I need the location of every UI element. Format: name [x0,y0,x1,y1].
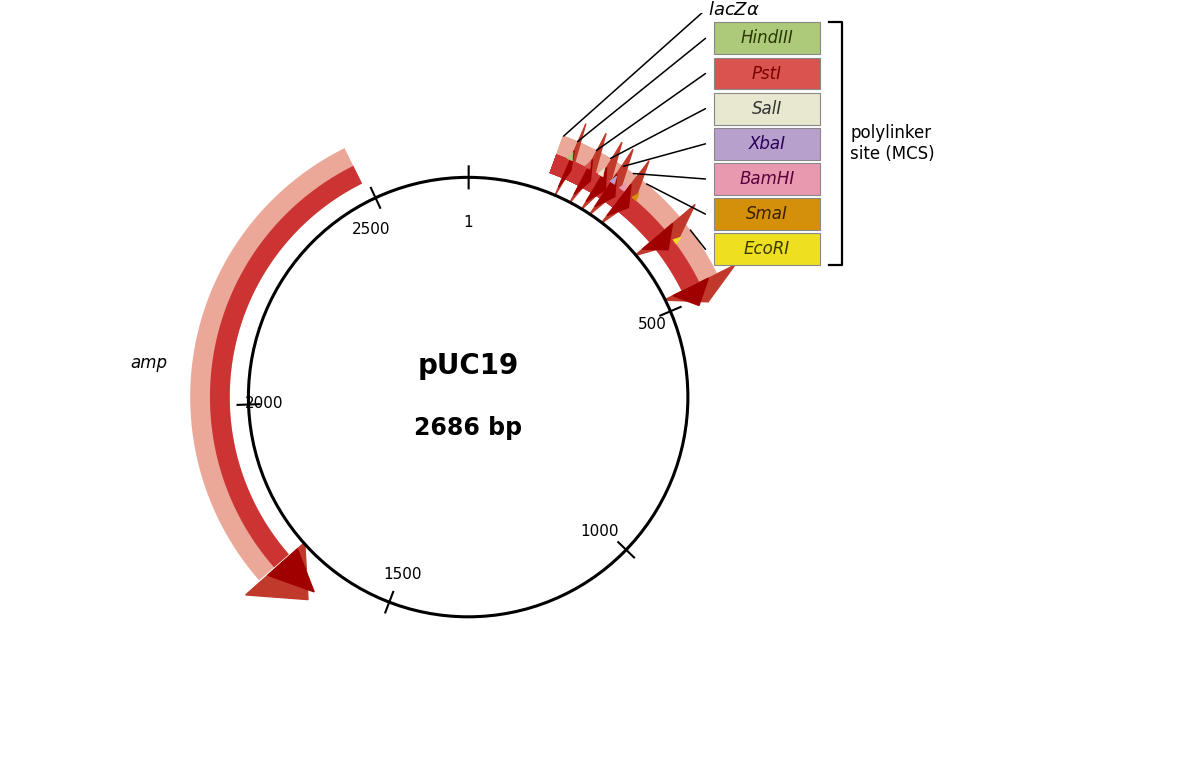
Polygon shape [550,135,622,198]
Polygon shape [595,174,616,207]
Polygon shape [550,154,601,193]
Polygon shape [550,154,611,198]
Polygon shape [584,161,591,169]
Polygon shape [610,176,617,185]
Bar [714,58,820,89]
Text: 2500: 2500 [352,222,390,237]
Polygon shape [246,543,307,600]
Polygon shape [550,135,717,290]
Text: pUC19: pUC19 [417,352,518,381]
Text: 500: 500 [638,317,667,333]
Polygon shape [598,168,604,177]
Polygon shape [601,161,649,223]
Bar [714,92,820,124]
Polygon shape [574,160,593,194]
Bar [714,128,820,160]
Text: 1500: 1500 [383,568,422,583]
Polygon shape [587,168,607,201]
Polygon shape [550,154,624,207]
Polygon shape [581,143,622,210]
Polygon shape [555,124,585,197]
Text: BamHI: BamHI [740,170,795,188]
Polygon shape [635,204,695,255]
Polygon shape [620,182,627,191]
Polygon shape [550,135,637,207]
Text: amp: amp [131,354,167,372]
Polygon shape [673,278,708,305]
Text: 2000: 2000 [245,396,284,411]
Polygon shape [550,154,570,178]
Text: 1000: 1000 [580,524,618,539]
Polygon shape [631,193,640,201]
Text: polylinker
site (MCS): polylinker site (MCS) [851,124,935,163]
Polygon shape [642,224,673,250]
Text: 1: 1 [464,215,474,229]
Text: EcoRI: EcoRI [744,240,790,258]
Text: XbaI: XbaI [748,135,786,153]
Polygon shape [267,549,315,592]
Text: HindIII: HindIII [741,29,793,47]
Polygon shape [550,135,611,193]
Polygon shape [210,166,362,568]
Polygon shape [607,184,631,215]
Polygon shape [589,150,633,215]
Polygon shape [550,135,680,243]
Polygon shape [673,237,681,244]
Bar [714,198,820,230]
Text: SmaI: SmaI [746,205,788,223]
Polygon shape [567,152,573,161]
Bar [714,233,820,265]
Text: 2686 bp: 2686 bp [415,416,522,440]
Text: $lacZ\alpha$: $lacZ\alpha$ [708,1,760,19]
Bar [714,23,820,54]
Polygon shape [550,135,578,178]
Polygon shape [550,135,597,186]
Polygon shape [569,133,607,204]
Polygon shape [550,154,664,243]
Polygon shape [664,265,735,301]
Text: PstI: PstI [752,64,782,82]
Polygon shape [190,148,362,580]
Polygon shape [550,154,588,186]
Text: SalI: SalI [752,99,782,117]
Polygon shape [558,151,574,187]
Bar [714,163,820,195]
Polygon shape [550,154,700,290]
